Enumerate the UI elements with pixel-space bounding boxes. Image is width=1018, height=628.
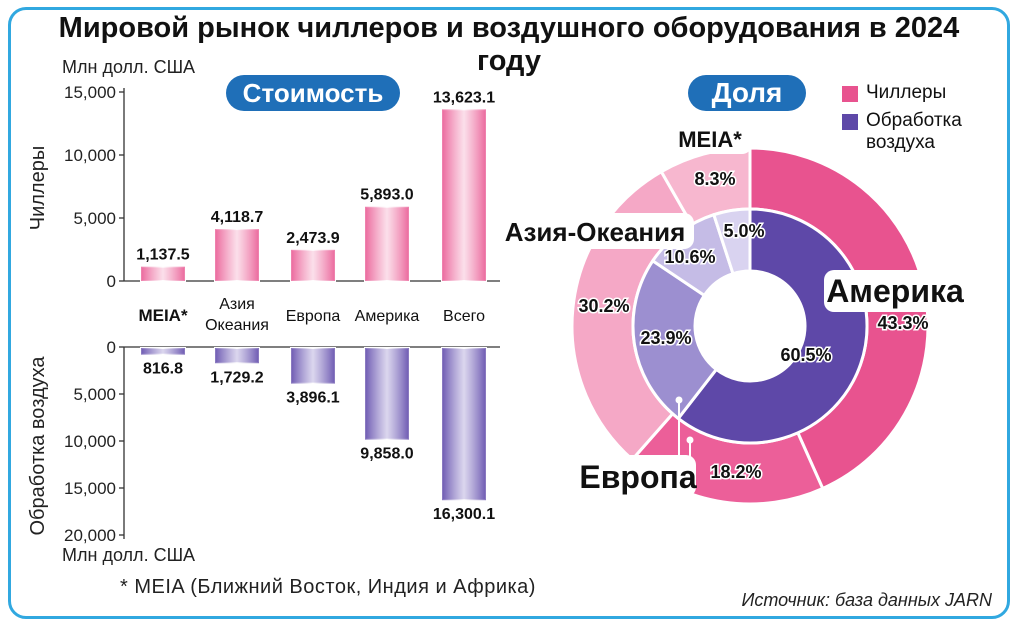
chiller-value-label: 4,118.7	[211, 209, 264, 226]
air-bar-shade	[442, 348, 486, 501]
value-badge: Стоимость	[226, 75, 400, 111]
upper-tick-label: 5,000	[73, 209, 116, 228]
lower-tick-label: 10,000	[64, 432, 116, 451]
air-bar-shade	[365, 348, 409, 440]
air-value-label: 9,858.0	[360, 446, 413, 463]
chiller-bar-shade	[442, 109, 486, 281]
air-value-label: 1,729.2	[210, 369, 263, 386]
chiller-value-label: 1,137.5	[136, 247, 189, 264]
upper-tick-label: 15,000	[64, 83, 116, 102]
air-value-label: 816.8	[143, 361, 183, 378]
share-badge: Доля	[688, 75, 806, 111]
upper-tick-label: 0	[107, 272, 116, 291]
lower-tick-label: 15,000	[64, 479, 116, 498]
legend-label-air-line-1: Обработка	[866, 110, 962, 131]
air-bar-shade	[141, 348, 185, 355]
chiller-value-label: 2,473.9	[286, 230, 339, 247]
unit-label-top: Млн долл. США	[62, 57, 196, 77]
footnote: * MEIA (Ближний Восток, Индия и Африка)	[120, 576, 536, 598]
chiller-bar-shade	[291, 249, 335, 281]
category-label: Океания	[205, 317, 269, 334]
upper-tick-label: 10,000	[64, 146, 116, 165]
chiller-bar-shade	[141, 266, 185, 281]
air-value-label: 3,896.1	[286, 390, 339, 407]
category-label: Америка	[355, 308, 420, 325]
chiller-value-label: 13,623.1	[433, 89, 495, 106]
air-bar-shade	[291, 348, 335, 384]
chart-title: Мировой рынок чиллеров и воздушного обор…	[58, 12, 960, 77]
legend-swatch-chillers	[842, 86, 858, 102]
chiller-value-label: 5,893.0	[360, 187, 413, 204]
chiller-bar-shade	[365, 206, 409, 281]
lower-tick-label: 0	[107, 338, 116, 357]
category-label: MEIA*	[138, 306, 188, 325]
chiller-bar-shade	[215, 229, 259, 281]
unit-label-bottom: Млн долл. США	[62, 545, 196, 565]
legend-label-chillers-line: Чиллеры	[866, 82, 947, 103]
lower-axis-title: Обработка воздуха	[27, 356, 49, 536]
legend-swatch-air	[842, 114, 858, 130]
air-value-label: 16,300.1	[433, 506, 495, 523]
category-label: Европа	[286, 308, 341, 325]
lower-tick-label: 20,000	[64, 526, 116, 545]
source-note: Источник: база данных JARN	[741, 590, 992, 610]
lower-tick-label: 5,000	[73, 385, 116, 404]
category-label: Азия	[219, 296, 255, 313]
legend-label-chillers: Чиллеры	[866, 82, 946, 104]
air-bar-shade	[215, 348, 259, 364]
legend-item-chillers: Чиллеры	[842, 82, 962, 104]
category-label: Всего	[443, 308, 485, 325]
upper-axis-title: Чиллеры	[27, 146, 49, 230]
